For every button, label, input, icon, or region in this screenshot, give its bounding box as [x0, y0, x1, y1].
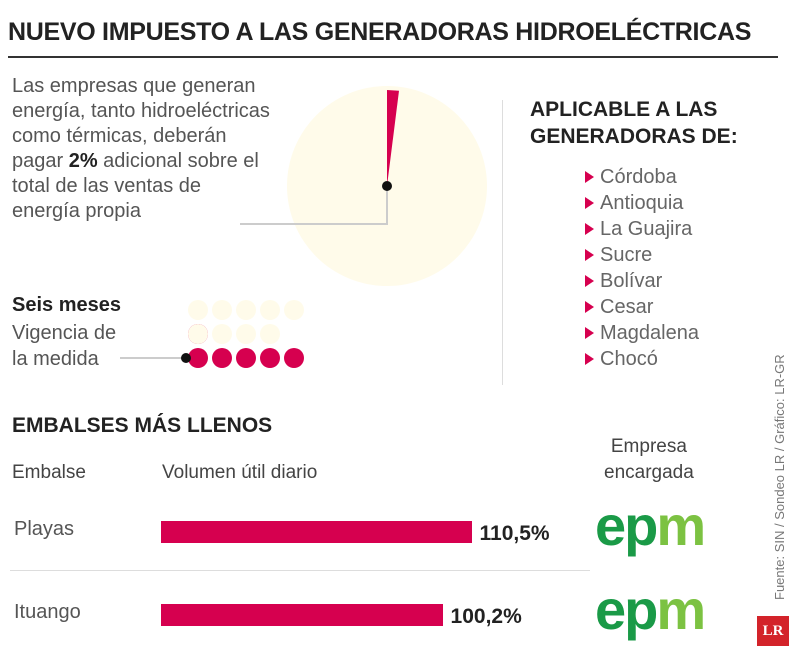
month-dot-inactive: [260, 324, 280, 344]
region-item: La Guajira: [585, 216, 699, 242]
region-item: Córdoba: [585, 164, 699, 190]
month-dot-inactive: [260, 300, 280, 320]
month-dot-inactive: [212, 324, 232, 344]
month-dot-active: [212, 348, 232, 368]
applicable-heading-line2: GENERADORAS DE:: [530, 125, 738, 148]
column-divider: [502, 100, 503, 385]
reservoir-label-playas: Playas: [14, 518, 75, 540]
region-item: Bolívar: [585, 268, 699, 294]
epm-logo-m: m: [656, 578, 706, 641]
month-dot-inactive: [188, 324, 208, 344]
epm-logo-ep: ep: [595, 494, 658, 557]
region-item: Chocó: [585, 346, 699, 372]
epm-logo: epm: [595, 582, 706, 638]
intro-text: Las empresas que generan energía, tanto …: [12, 74, 272, 224]
month-dot-active: [260, 348, 280, 368]
applicable-heading: APLICABLE A LAS GENERADORAS DE:: [530, 96, 738, 150]
month-dot-active: [284, 348, 304, 368]
value-label-ituango: 100,2%: [450, 605, 522, 628]
column-header-company: Empresa encargada: [604, 434, 694, 486]
month-dot-active: [236, 348, 256, 368]
duration-line1: Vigencia de: [12, 322, 117, 344]
intro-after: adicional sobre el total de las ventas d…: [12, 150, 259, 222]
page-title: NUEVO IMPUESTO A LAS GENERADORAS HIDROEL…: [8, 18, 752, 46]
region-item: Antioquia: [585, 190, 699, 216]
regions-list: Córdoba Antioquia La Guajira Sucre Bolív…: [585, 164, 699, 372]
region-item: Sucre: [585, 242, 699, 268]
column-header-volume: Volumen útil diario: [162, 462, 318, 483]
month-dot-inactive: [284, 300, 304, 320]
pie-center-dot: [382, 181, 392, 191]
lr-logo: LR: [757, 616, 789, 646]
title-divider: [8, 56, 778, 58]
column-header-reservoir: Embalse: [12, 462, 86, 483]
intro-before: Las empresas que generan energía, tanto …: [12, 75, 270, 172]
bar-playas: [161, 521, 472, 543]
epm-logo-m: m: [656, 494, 706, 557]
epm-logo: epm: [595, 498, 706, 554]
reservoir-label-ituango: Ituango: [14, 601, 81, 623]
month-dot-inactive: [212, 300, 232, 320]
pie-leader-line: [240, 186, 388, 225]
region-item: Cesar: [585, 294, 699, 320]
duration-title: Seis meses: [12, 294, 121, 316]
month-dot-inactive: [236, 300, 256, 320]
source-credit: Fuente: SIN / Sondeo LR / Gráfico: LR-GR: [772, 354, 787, 600]
pie-slice-tax: [387, 90, 399, 186]
duration-line2: la medida: [12, 348, 99, 370]
epm-logo-ep: ep: [595, 578, 658, 641]
intro-highlight: 2%: [68, 150, 98, 172]
bar-ituango: [161, 604, 443, 626]
value-label-playas: 110,5%: [479, 522, 550, 545]
row-divider: [10, 570, 590, 571]
months-leader-dot: [181, 353, 191, 363]
company-header-line2: encargada: [604, 462, 694, 483]
reservoirs-title: EMBALSES MÁS LLENOS: [12, 414, 273, 437]
month-dot-inactive: [188, 300, 208, 320]
region-item: Magdalena: [585, 320, 699, 346]
month-dot-inactive: [236, 324, 256, 344]
months-dots: [188, 300, 304, 368]
company-header-line1: Empresa: [610, 436, 687, 457]
duration-label: Vigencia de la medida: [12, 320, 116, 372]
applicable-heading-line1: APLICABLE A LAS: [530, 98, 718, 121]
month-dot-active: [188, 348, 208, 368]
